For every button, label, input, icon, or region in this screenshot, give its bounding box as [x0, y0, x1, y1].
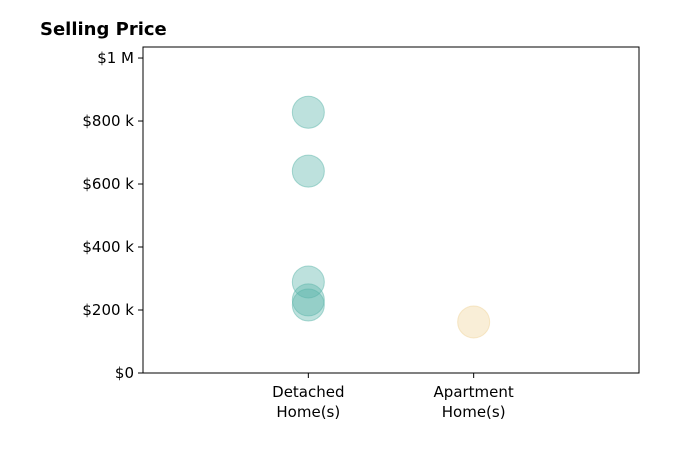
y-tick-label: $600 k	[82, 175, 134, 193]
y-tick-label: $0	[115, 364, 134, 382]
chart-title: Selling Price	[40, 19, 167, 40]
plot-frame	[142, 46, 640, 374]
y-tick-label: $400 k	[82, 238, 134, 256]
point	[291, 288, 325, 322]
x-tick-label: Detached Home(s)	[272, 383, 344, 421]
point	[291, 95, 325, 129]
point	[291, 283, 325, 317]
point	[291, 154, 325, 188]
point	[291, 265, 325, 299]
y-tick-label: $800 k	[82, 112, 134, 130]
x-tick-label: Apartment Home(s)	[434, 383, 514, 421]
y-tick-label: $200 k	[82, 301, 134, 319]
point	[457, 305, 491, 339]
y-tick-label: $1 M	[97, 49, 134, 67]
